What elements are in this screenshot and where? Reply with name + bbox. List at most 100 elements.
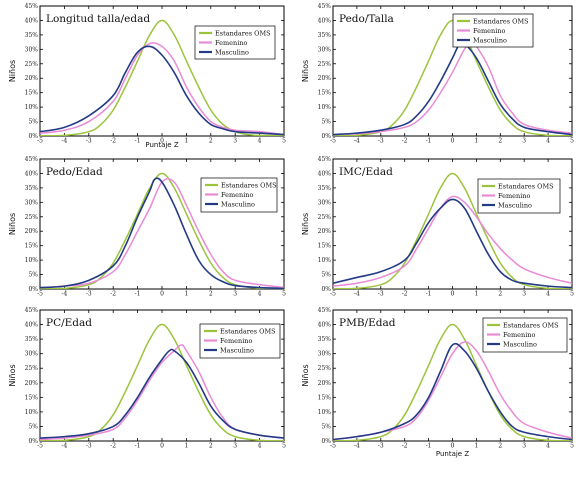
y-tick-label: 0%	[321, 133, 331, 140]
y-tick-label: 25%	[318, 365, 332, 372]
x-tick-label: -2	[402, 138, 408, 145]
y-tick-label: 10%	[25, 409, 39, 416]
y-axis-label: Niños	[8, 213, 17, 235]
y-tick-label: 40%	[318, 17, 332, 24]
x-tick-label: 2	[209, 443, 213, 450]
series-line-femenino	[333, 195, 572, 287]
chart-title: IMC/Edad	[339, 166, 393, 178]
x-tick-label: 4	[546, 443, 550, 450]
y-tick-label: 5%	[28, 272, 38, 279]
series-line-masculino	[333, 342, 572, 441]
x-tick-label: -2	[110, 138, 116, 145]
y-tick-label: 20%	[318, 228, 332, 235]
x-tick-label: 3	[522, 443, 526, 450]
legend-label: Estandares OMS	[221, 181, 277, 189]
x-tick-label: -1	[426, 291, 432, 298]
y-tick-label: 25%	[25, 61, 39, 68]
x-tick-label: 2	[209, 138, 213, 145]
x-tick-label: -2	[110, 291, 116, 298]
y-tick-label: 20%	[318, 380, 332, 387]
chart-panel-6: 0% 5% 10% 15% 20% 25% 30% 35% 40% 45% -5 -4 -3 -2 -1 0 1…	[301, 307, 574, 458]
chart-panel-3: 0% 5% 10% 15% 20% 25% 30% 35% 40% 45% -5 -4 -3 -2 -1 0 1…	[8, 156, 286, 298]
y-tick-label: 5%	[321, 272, 331, 279]
y-tick-label: 40%	[25, 322, 39, 329]
x-tick-label: 4	[546, 291, 550, 298]
legend-label: Femenino	[503, 331, 535, 339]
chart-title: Longitud talla/edad	[46, 13, 150, 25]
series-line-femenino	[40, 178, 284, 289]
y-tick-label: 30%	[25, 46, 39, 53]
y-tick-label: 25%	[25, 214, 39, 221]
legend-label: Estandares OMS	[503, 321, 559, 329]
x-tick-label: -1	[135, 138, 141, 145]
y-tick-label: 5%	[321, 119, 331, 126]
y-tick-label: 45%	[318, 156, 332, 163]
chart-title: PC/Edad	[46, 317, 92, 329]
chart-panel-4: 0% 5% 10% 15% 20% 25% 30% 35% 40% 45% -5 -4 -3 -2 -1 0 1…	[301, 156, 574, 298]
y-tick-label: 45%	[25, 156, 39, 163]
legend-label: Estandares OMS	[220, 327, 276, 335]
y-tick-label: 45%	[318, 3, 332, 10]
x-tick-label: 5	[282, 291, 286, 298]
y-tick-label: 15%	[318, 394, 332, 401]
y-tick-label: 35%	[318, 185, 332, 192]
legend-label: Masculino	[220, 346, 254, 354]
y-tick-label: 45%	[25, 307, 39, 314]
x-tick-label: 0	[451, 443, 455, 450]
series-line-masculino	[40, 45, 284, 136]
y-tick-label: 40%	[318, 322, 332, 329]
x-tick-label: 2	[209, 291, 213, 298]
x-tick-label: 3	[522, 291, 526, 298]
y-tick-label: 45%	[25, 3, 39, 10]
y-tick-label: 20%	[318, 75, 332, 82]
x-tick-label: 5	[282, 138, 286, 145]
x-tick-label: -3	[86, 291, 92, 298]
x-tick-label: -4	[61, 443, 67, 450]
y-tick-label: 0%	[28, 286, 38, 293]
series-line-masculino	[40, 177, 284, 289]
y-tick-label: 10%	[318, 257, 332, 264]
x-tick-label: 4	[546, 138, 550, 145]
y-tick-label: 40%	[318, 170, 332, 177]
y-tick-label: 20%	[25, 380, 39, 387]
x-tick-label: -4	[61, 138, 67, 145]
x-tick-label: 1	[474, 291, 478, 298]
series-line-femenino	[333, 42, 572, 136]
legend-label: Masculino	[503, 340, 537, 348]
y-tick-label: 5%	[28, 119, 38, 126]
legend-label: Estandares OMS	[473, 17, 529, 25]
y-tick-label: 10%	[25, 104, 39, 111]
legend-label: Femenino	[220, 337, 252, 345]
x-tick-label: 0	[451, 138, 455, 145]
y-axis-label: Niños	[301, 60, 310, 82]
y-tick-label: 30%	[25, 199, 39, 206]
x-tick-label: 3	[233, 443, 237, 450]
x-tick-label: 4	[258, 291, 262, 298]
x-tick-label: -5	[330, 291, 336, 298]
series-line-masculino	[333, 198, 572, 289]
x-tick-label: 0	[451, 291, 455, 298]
y-axis-label: Niños	[301, 364, 310, 386]
x-tick-label: -2	[110, 443, 116, 450]
chart-panel-2: 0% 5% 10% 15% 20% 25% 30% 35% 40% 45% -5 -4 -3 -2 -1 0 1…	[301, 3, 574, 145]
x-tick-label: 5	[570, 138, 574, 145]
y-tick-label: 30%	[25, 351, 39, 358]
x-tick-label: 1	[474, 443, 478, 450]
x-tick-label: -2	[402, 291, 408, 298]
y-tick-label: 35%	[318, 32, 332, 39]
y-tick-label: 35%	[25, 336, 39, 343]
y-tick-label: 0%	[321, 286, 331, 293]
y-tick-label: 30%	[318, 46, 332, 53]
series-line-masculino	[40, 348, 284, 439]
y-tick-label: 10%	[318, 409, 332, 416]
chart-title: PMB/Edad	[339, 317, 396, 329]
y-axis-label: Niños	[8, 364, 17, 386]
x-tick-label: -4	[354, 291, 360, 298]
y-tick-label: 45%	[318, 307, 332, 314]
y-tick-label: 20%	[25, 75, 39, 82]
x-tick-label: 4	[258, 138, 262, 145]
